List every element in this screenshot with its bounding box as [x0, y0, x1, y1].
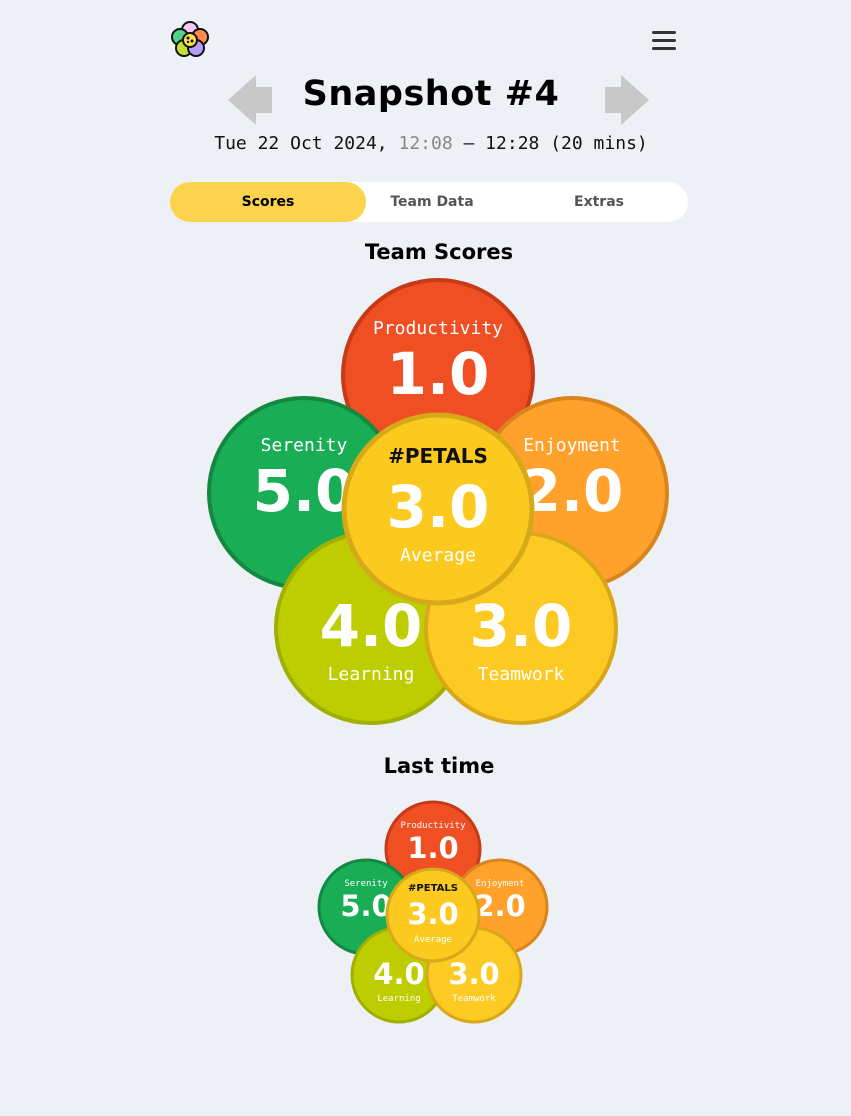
petal-value: 2.0	[521, 457, 624, 525]
page-title: Snapshot #4	[302, 74, 560, 114]
hamburger-menu-icon[interactable]	[652, 31, 676, 51]
petals-brand: #PETALS	[388, 444, 488, 468]
petal-value: 2.0	[474, 889, 525, 923]
petal-value: 3.0	[448, 957, 499, 991]
petal-value: 5.0	[253, 457, 356, 525]
petal-value: 3.0	[470, 592, 573, 660]
tab-scores[interactable]: Scores	[170, 182, 366, 222]
snapshot-timespan: Tue 22 Oct 2024, 12:08 – 12:28 (20 mins)	[181, 133, 681, 154]
average-label: Average	[400, 545, 476, 566]
petals-brand: #PETALS	[408, 883, 458, 894]
petal-label: Learning	[328, 664, 415, 685]
petal-label: Productivity	[400, 821, 466, 831]
petal-value: 4.0	[320, 592, 423, 660]
arrow-left-icon[interactable]	[228, 75, 272, 125]
petal-label: Enjoyment	[523, 435, 621, 456]
tab-bar: Extras Team Data Scores	[170, 182, 688, 222]
petal-value: 5.0	[340, 889, 391, 923]
average-value: 3.0	[407, 897, 458, 931]
petal-value: 1.0	[387, 340, 490, 408]
petal-average: #PETALS 3.0 Average	[385, 867, 481, 963]
end-time: – 12:28 (20 mins)	[452, 133, 648, 154]
team-scores-flower: Productivity 1.0 Enjoyment 2.0 Serenity …	[207, 278, 669, 725]
team-scores-title: Team Scores	[364, 240, 514, 264]
average-label: Average	[414, 935, 452, 945]
start-time: 12:08	[398, 133, 453, 154]
petals-logo-icon[interactable]	[170, 20, 210, 58]
petal-label: Learning	[377, 994, 420, 1004]
arrow-right-icon[interactable]	[605, 75, 649, 125]
petal-average: #PETALS 3.0 Average	[341, 412, 535, 606]
last-time-title: Last time	[383, 754, 495, 778]
petal-label: Teamwork	[478, 664, 565, 685]
tab-extras[interactable]: Extras	[574, 194, 624, 210]
average-value: 3.0	[387, 473, 490, 541]
petal-label: Serenity	[261, 435, 348, 456]
last-time-flower: Productivity 1.0 Enjoyment 2.0 Serenity …	[317, 800, 549, 1024]
tab-team-data[interactable]: Team Data	[390, 194, 474, 210]
petal-value: 4.0	[373, 957, 424, 991]
petal-value: 1.0	[407, 831, 458, 865]
petal-label: Teamwork	[452, 994, 496, 1004]
petal-productivity: Productivity 1.0	[341, 278, 535, 472]
petal-label: Productivity	[373, 318, 503, 339]
date-prefix: Tue 22 Oct 2024,	[214, 133, 399, 154]
petal-label: Enjoyment	[476, 879, 525, 889]
petal-label: Serenity	[344, 879, 388, 889]
